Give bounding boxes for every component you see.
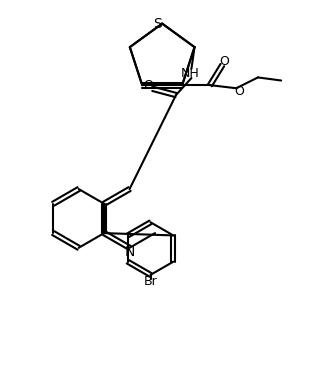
Text: N: N <box>124 245 135 260</box>
Text: O: O <box>143 79 153 92</box>
Text: O: O <box>219 56 229 69</box>
Text: O: O <box>234 85 244 98</box>
Text: NH: NH <box>181 67 199 80</box>
Text: Br: Br <box>144 274 157 288</box>
Text: S: S <box>153 16 162 31</box>
